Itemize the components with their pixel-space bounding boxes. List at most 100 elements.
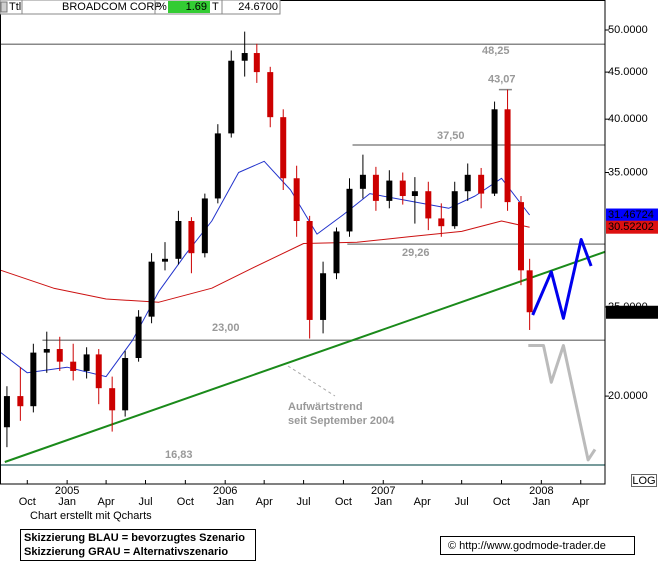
header-pct: % (157, 1, 167, 13)
year-label: 2005 (55, 485, 79, 497)
moving-average (0, 160, 530, 378)
scale-label: LOG (632, 475, 655, 487)
header-icon (0, 1, 8, 13)
candle-body (464, 174, 471, 192)
price-tag-label: 24.6700 (608, 306, 648, 318)
price-tag (606, 220, 658, 234)
candle-body (504, 109, 511, 203)
candle-body (517, 202, 524, 271)
copyright-box (440, 536, 635, 555)
level-label: 43,07 (488, 74, 516, 86)
candle-body (228, 60, 235, 134)
level-label: 29,26 (402, 247, 430, 259)
candle-body (253, 53, 260, 73)
x-tick-label: Jul (138, 496, 152, 508)
header: Ttl BROADCOM CORP % 1.69 T 24.6700 (0, 0, 281, 15)
price-tag-label: 31.46724 (608, 209, 654, 221)
candle-body (43, 349, 50, 353)
candle-body (56, 349, 63, 362)
candle-body (425, 191, 432, 219)
y-tick-label: 35.0000 (608, 166, 648, 178)
x-tick-label: Apr (98, 496, 115, 508)
level-label: 16,83 (165, 449, 193, 461)
x-tick-label: Jul (297, 496, 311, 508)
legend-line: Skizzierung GRAU = Alternativszenario (24, 546, 228, 558)
level-label: 37,50 (437, 130, 465, 142)
plot-area: 48,25 43,07 37,50 29,26 23,00 16,83 Aufwärtstr… (0, 31, 605, 466)
scale-box (631, 474, 657, 487)
header-last: 24.6700 (238, 1, 278, 13)
header-t: T (212, 1, 219, 13)
candle-body (162, 258, 168, 262)
x-tick-label: Oct (19, 496, 36, 508)
header-change-box (168, 1, 210, 13)
level-label: 48,25 (482, 45, 510, 57)
candle-body (320, 273, 327, 320)
y-tick-label: 20.0000 (608, 390, 648, 402)
y-tick-label: 45.0000 (608, 66, 648, 78)
year-label: 2007 (371, 485, 395, 497)
candle-body (359, 174, 366, 189)
candle-body (201, 198, 208, 254)
axes: 50.000045.000040.000035.000025.000020.00… (19, 24, 658, 508)
candle-body (333, 231, 340, 274)
x-tick-label: Oct (493, 496, 510, 508)
candle-body (83, 354, 90, 371)
price-tag (606, 208, 658, 222)
candle-body (267, 72, 274, 118)
legend-box (20, 529, 256, 561)
candle-body (306, 220, 313, 320)
x-tick-label: Oct (335, 496, 352, 508)
x-tick-label: Jan (374, 496, 392, 508)
moving-average (0, 220, 530, 303)
candle-body (95, 354, 102, 389)
x-tick-label: Apr (572, 496, 589, 508)
candle-body (122, 358, 129, 411)
header-change: 1.69 (186, 1, 207, 13)
candle-body (214, 133, 221, 199)
candle-body (411, 191, 418, 197)
candle-body (451, 191, 458, 227)
x-tick-label: Jul (455, 496, 469, 508)
year-label: 2006 (213, 485, 237, 497)
candle-body (109, 388, 116, 411)
candle-body (175, 220, 182, 259)
x-tick-label: Jan (216, 496, 234, 508)
candle-body (135, 316, 142, 359)
annotation: seit September 2004 (288, 415, 395, 427)
x-tick-label: Oct (177, 496, 194, 508)
credit: Chart erstellt mit Qcharts (30, 510, 152, 522)
candle-body (399, 180, 406, 197)
copyright: © http://www.godmode-trader.de (448, 540, 606, 552)
candle-body (17, 396, 24, 407)
year-label: 2008 (529, 485, 553, 497)
candle-body (30, 352, 37, 407)
scenario-path (531, 238, 593, 320)
x-tick-label: Jan (58, 496, 76, 508)
candle-body (372, 174, 379, 201)
y-tick-label: 50.0000 (608, 24, 648, 36)
candle-body (188, 220, 195, 254)
candle-body (491, 109, 498, 194)
price-tag (606, 305, 658, 319)
x-tick-label: Apr (414, 496, 431, 508)
price-tag-label: 30.52202 (608, 221, 654, 233)
x-tick-label: Apr (256, 496, 273, 508)
candle-body (3, 396, 10, 428)
candle-body (526, 270, 533, 313)
candle-body (478, 174, 485, 194)
level-label: 23,00 (212, 322, 240, 334)
candle-body (386, 180, 393, 201)
y-tick-label: 40.0000 (608, 113, 648, 125)
candle-body (148, 261, 155, 317)
candle-body (438, 218, 445, 227)
candle-body (280, 117, 287, 179)
annotation: Aufwärtstrend (288, 401, 363, 413)
candle-body (241, 53, 248, 61)
candle-body (70, 361, 77, 371)
header-symbol: Ttl (9, 1, 21, 13)
scenario-path (528, 344, 597, 462)
trendline (4, 250, 605, 463)
